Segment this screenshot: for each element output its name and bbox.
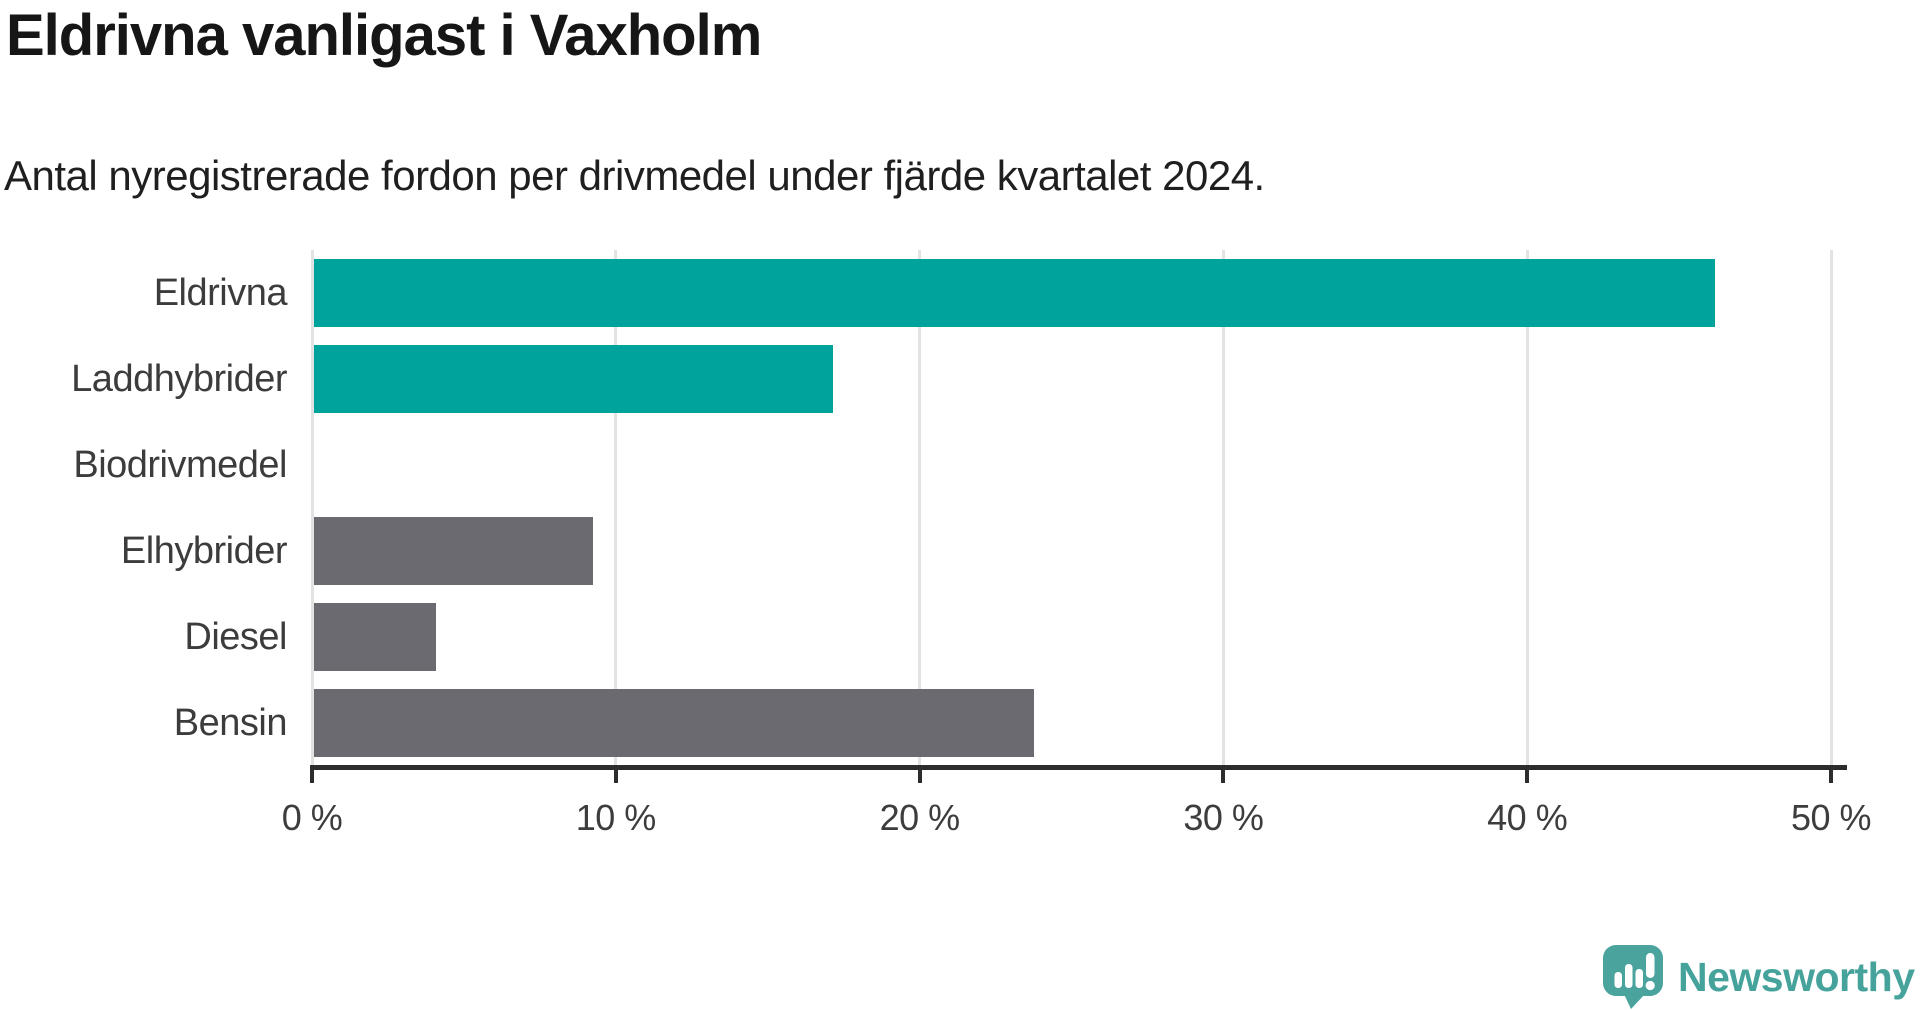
category-label: Elhybrider — [120, 530, 288, 572]
x-axis-tick-label: 0 % — [281, 797, 343, 838]
bar — [314, 603, 436, 671]
newsworthy-logo-text: Newsworthy — [1678, 953, 1915, 1000]
category-label: Laddhybrider — [71, 358, 287, 400]
bar — [314, 259, 1715, 327]
x-axis-tick-label: 50 % — [1790, 797, 1872, 838]
gridline — [1221, 250, 1225, 765]
gridline — [614, 250, 618, 765]
x-axis-tick-label: 40 % — [1487, 797, 1568, 838]
x-axis-tick — [1221, 770, 1226, 783]
x-axis-tick — [1829, 770, 1833, 783]
newsworthy-logo[interactable]: Newsworthy — [1602, 944, 1915, 1010]
gridline — [1829, 250, 1833, 765]
x-axis-tick-label: 20 % — [879, 797, 961, 838]
x-axis-tick — [917, 770, 922, 783]
x-axis-line — [310, 765, 1847, 770]
bar — [314, 689, 1034, 757]
gridline — [918, 250, 922, 765]
x-axis-tick-label: 30 % — [1183, 797, 1264, 838]
x-axis-tick-label: 10 % — [575, 797, 657, 838]
category-label: Biodrivmedel — [73, 444, 287, 486]
category-label: Eldrivna — [153, 272, 288, 314]
gridline — [1525, 250, 1529, 765]
chart-subtitle: Antal nyregistrerade fordon per drivmede… — [4, 152, 1265, 199]
x-axis-tick — [310, 770, 314, 783]
newsworthy-logo-icon — [1603, 945, 1663, 1009]
x-axis-tick — [1525, 770, 1530, 783]
category-label: Bensin — [173, 702, 288, 744]
bar — [314, 345, 834, 413]
x-axis-tick — [613, 770, 618, 783]
category-label: Diesel — [184, 616, 287, 658]
bar — [314, 517, 594, 585]
gridline — [310, 250, 314, 765]
chart-title: Eldrivna vanligast i Vaxholm — [6, 3, 762, 68]
